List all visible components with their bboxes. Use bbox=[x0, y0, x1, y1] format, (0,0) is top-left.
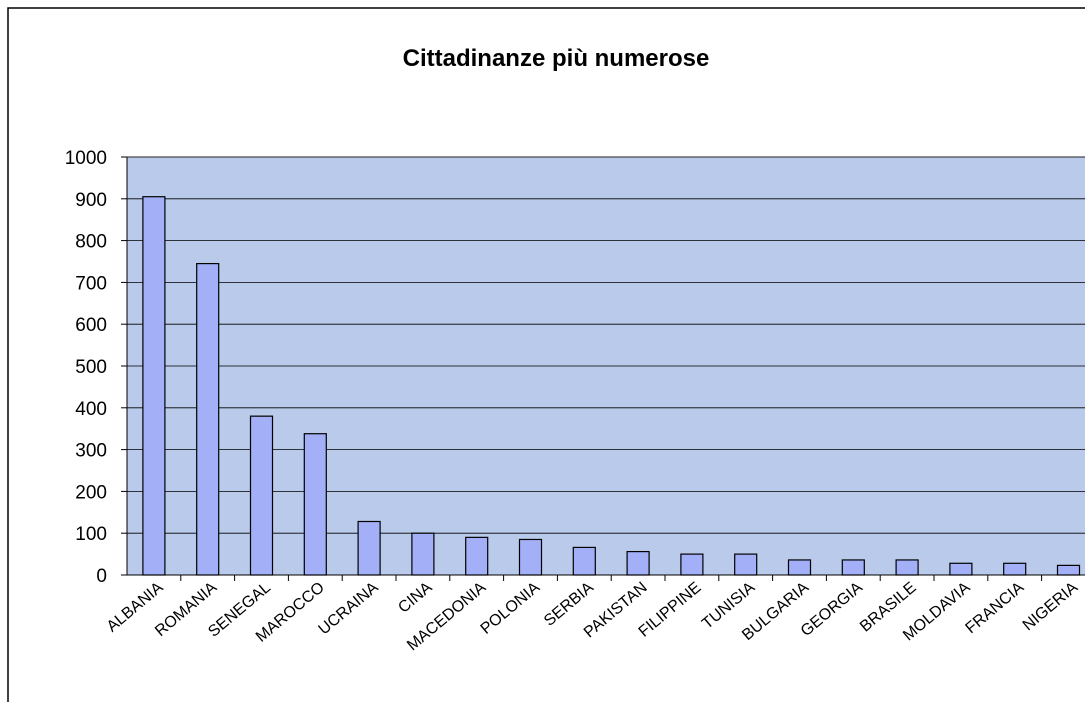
y-tick-label: 0 bbox=[96, 566, 107, 587]
y-tick-label: 400 bbox=[75, 399, 107, 420]
bar bbox=[895, 559, 919, 576]
bar bbox=[680, 553, 704, 576]
bar bbox=[1056, 564, 1081, 576]
y-tick-label: 600 bbox=[75, 315, 107, 336]
bar bbox=[949, 562, 973, 576]
bar bbox=[787, 559, 812, 576]
y-tick-label: 800 bbox=[75, 232, 107, 253]
y-tick-label: 700 bbox=[75, 273, 107, 294]
y-tick-label: 900 bbox=[75, 190, 107, 211]
bar bbox=[1003, 562, 1027, 576]
y-tick-label: 500 bbox=[75, 357, 107, 378]
y-tick-label: 300 bbox=[75, 441, 107, 462]
bar bbox=[357, 520, 381, 576]
y-tick-label: 200 bbox=[75, 482, 107, 503]
y-tick-label: 1000 bbox=[65, 148, 107, 169]
bar bbox=[196, 262, 220, 576]
bar bbox=[249, 415, 274, 576]
y-tick-label: 100 bbox=[75, 524, 107, 545]
bar bbox=[841, 559, 865, 576]
bar bbox=[465, 536, 489, 576]
bar bbox=[518, 538, 543, 576]
bar bbox=[572, 546, 596, 576]
chart-title: Cittadinanze più numerose bbox=[403, 45, 710, 72]
bar bbox=[626, 550, 650, 576]
bar bbox=[734, 553, 758, 576]
bar bbox=[411, 532, 435, 576]
bar bbox=[142, 196, 166, 576]
bar bbox=[303, 433, 327, 576]
